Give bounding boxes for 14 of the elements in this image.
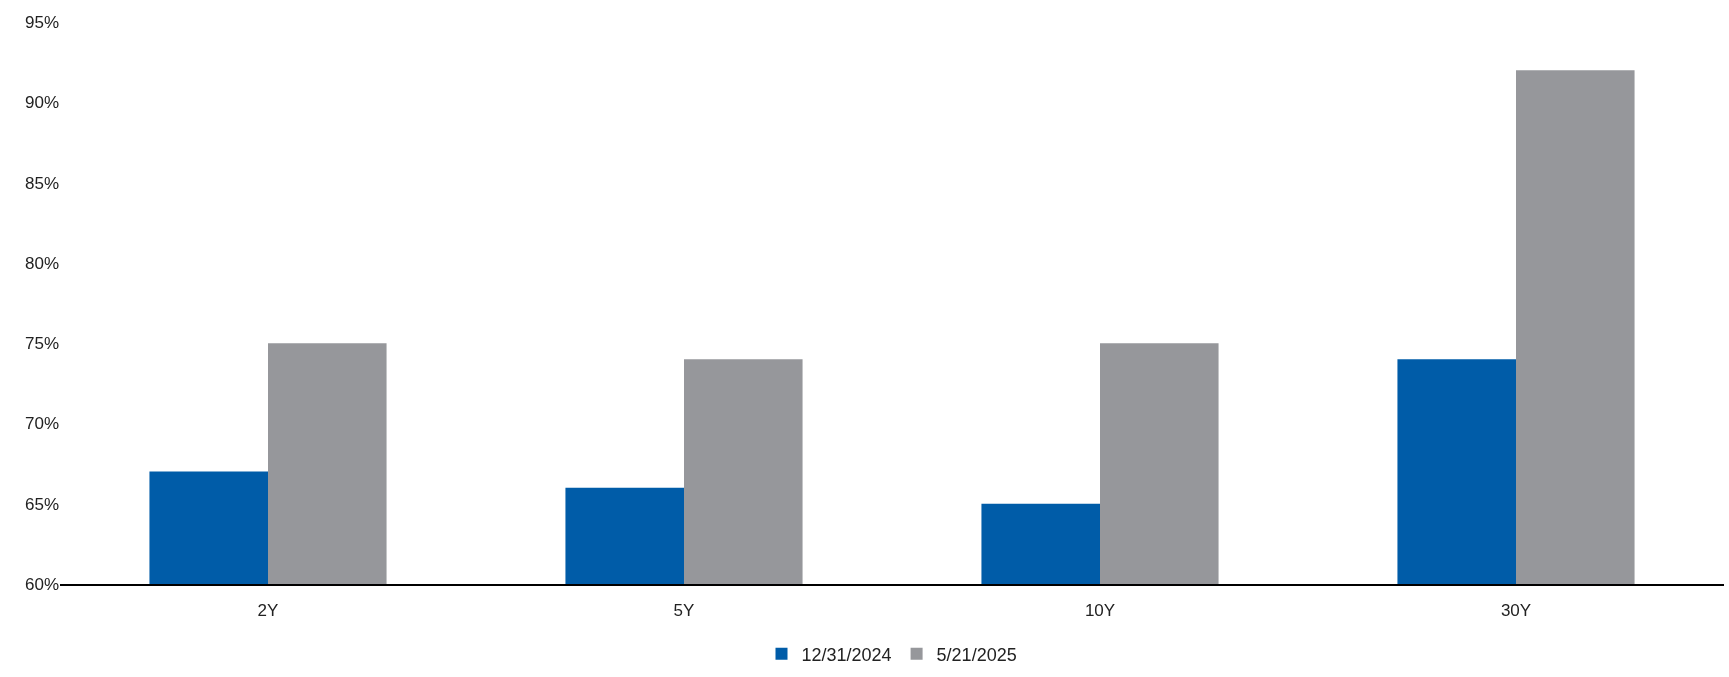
y-tick-label: 75% <box>24 334 59 354</box>
y-tick-label: 85% <box>24 173 59 193</box>
legend-label: 12/31/2024 <box>801 644 892 665</box>
legend-label: 5/21/2025 <box>936 644 1017 665</box>
x-tick-label: 10Y <box>1084 601 1116 621</box>
y-tick-label: 65% <box>24 494 59 514</box>
x-tick-label: 30Y <box>1500 601 1532 621</box>
x-tick-label: 2Y <box>257 601 279 621</box>
x-tick-label: 5Y <box>673 601 695 621</box>
y-tick-label: 60% <box>24 574 59 594</box>
y-tick-label: 90% <box>24 93 59 113</box>
y-tick-label: 95% <box>24 12 59 32</box>
y-tick-label: 80% <box>24 253 59 273</box>
y-tick-label: 70% <box>24 414 59 434</box>
